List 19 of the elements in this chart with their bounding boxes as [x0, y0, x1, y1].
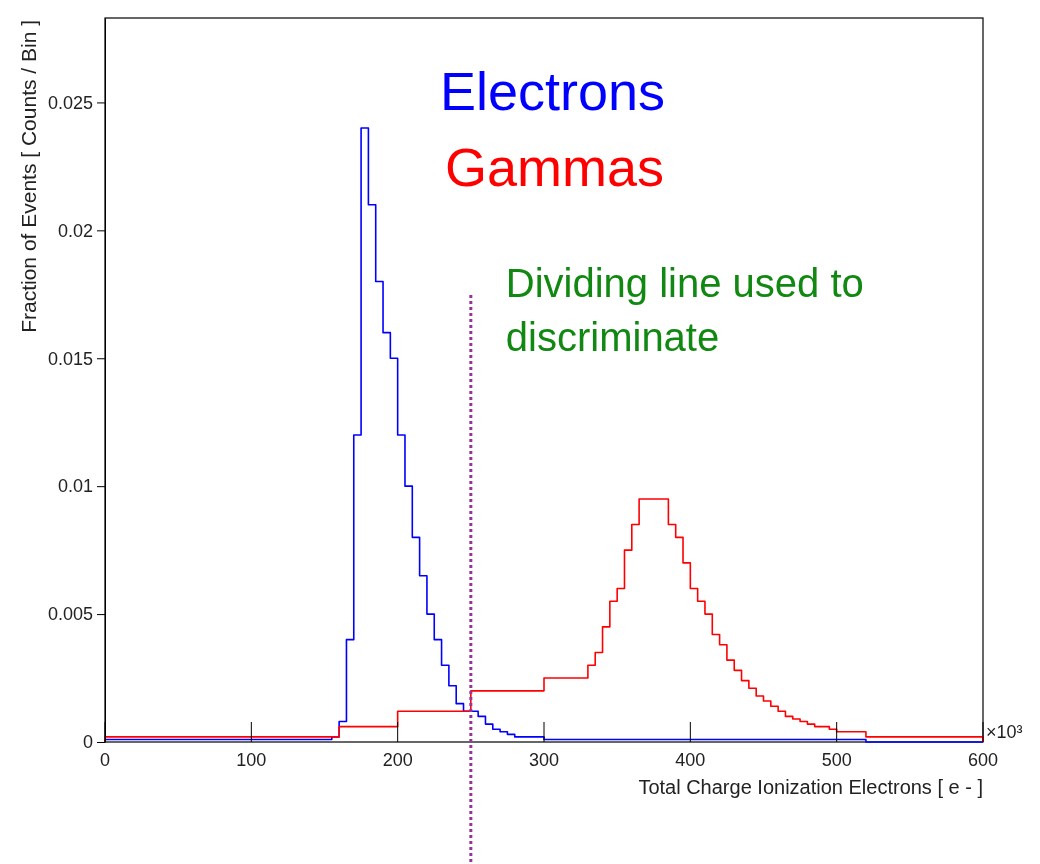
text: Gammas — [445, 137, 665, 197]
y-tick-label: 0 — [82, 732, 93, 753]
ref-line-label: Dividing line used to discriminate — [505, 261, 864, 359]
x-tick-label: 100 — [236, 750, 267, 770]
x-tick-label: 200 — [382, 750, 413, 770]
text: ×10³ — [986, 722, 1023, 742]
y-tick-label: 0.025 — [47, 92, 93, 113]
y-tick-label: 0.005 — [47, 604, 93, 625]
x-tick-label: 300 — [528, 750, 560, 770]
x-tick-label: 0 — [99, 750, 111, 770]
x-tick-label: 500 — [821, 750, 852, 770]
y-tick-label: 0.01 — [57, 476, 93, 497]
series-label: Electrons — [440, 61, 666, 121]
y-axis-title: Fraction of Events [ Counts / Bin ] — [17, 20, 40, 333]
y-tick-label: 0.02 — [57, 220, 93, 241]
x-tick-label: 600 — [967, 750, 999, 770]
x-tick-label: 400 — [675, 750, 706, 770]
y-tick-label: 0.015 — [47, 348, 93, 369]
x-axis-title: Total Charge Ionization Electrons [ e - ] — [638, 776, 983, 798]
